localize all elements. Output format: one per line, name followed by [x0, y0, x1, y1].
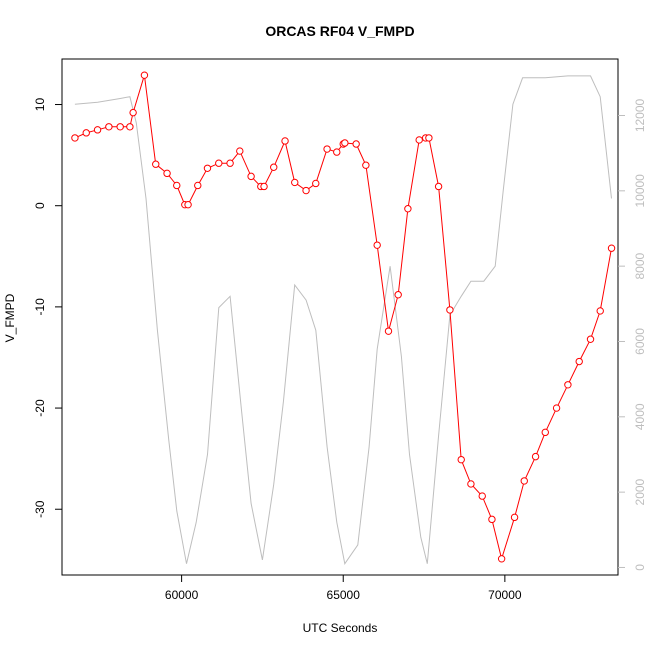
y2-tick-label: 12000 — [633, 98, 647, 132]
y-tick-label: -20 — [33, 399, 47, 417]
data-point — [333, 148, 341, 156]
data-point — [194, 181, 202, 190]
data-point — [488, 515, 496, 524]
data-point — [362, 161, 370, 169]
x-tick-label: 70000 — [488, 588, 522, 602]
data-point — [302, 186, 310, 195]
data-point — [575, 357, 583, 366]
x-tick-label: 60000 — [165, 588, 199, 602]
data-point — [520, 477, 528, 485]
data-point — [71, 134, 79, 142]
data-point — [497, 555, 506, 563]
x-tick-label: 65000 — [327, 588, 361, 602]
data-point — [394, 291, 402, 299]
y-tick-label: -30 — [33, 500, 47, 518]
y-tick-label: 0 — [33, 202, 47, 209]
v-fmpd-series-line — [74, 75, 612, 561]
data-point — [203, 164, 212, 172]
data-point — [457, 455, 465, 464]
y2-tick-label: 4000 — [633, 403, 647, 430]
y2-tick-label: 8000 — [633, 252, 647, 279]
series-layer — [71, 71, 616, 565]
data-point — [323, 145, 331, 153]
data-point — [163, 169, 171, 178]
data-point — [312, 179, 320, 188]
data-point — [140, 71, 149, 79]
y2-tick-label: 0 — [633, 564, 647, 571]
y2-tick-label: 6000 — [633, 328, 647, 355]
data-point — [510, 513, 519, 522]
data-point — [541, 428, 549, 437]
data-point — [226, 159, 234, 167]
data-point — [281, 137, 289, 145]
data-point — [404, 205, 412, 213]
data-point — [384, 327, 393, 335]
data-point — [247, 172, 255, 181]
data-point — [352, 140, 360, 148]
data-point — [415, 136, 423, 144]
data-point — [260, 182, 268, 191]
data-point — [564, 381, 572, 389]
data-point — [105, 123, 113, 131]
data-point — [467, 480, 475, 488]
data-point — [116, 123, 124, 131]
data-point — [552, 404, 561, 412]
data-point — [152, 160, 160, 168]
y-tick-label: -10 — [33, 298, 47, 316]
data-point — [173, 181, 181, 190]
x-axis-label: UTC Seconds — [303, 621, 378, 635]
data-point — [478, 492, 486, 500]
data-point — [236, 147, 244, 155]
chart-title: ORCAS RF04 V_FMPD — [265, 23, 414, 39]
data-point — [215, 159, 223, 167]
data-point — [531, 452, 540, 461]
data-point — [373, 241, 381, 249]
data-point — [129, 108, 137, 117]
data-point — [446, 306, 454, 314]
y-axis-label: V_FMPD — [3, 293, 17, 342]
y2-tick-label: 10000 — [633, 174, 647, 208]
plot-frame — [61, 58, 619, 576]
data-point — [291, 178, 299, 187]
data-point — [586, 335, 595, 343]
y-tick-label: 10 — [33, 98, 47, 112]
data-point — [82, 129, 90, 137]
data-point — [126, 123, 134, 131]
y2-tick-label: 2000 — [633, 478, 647, 505]
data-point — [184, 200, 192, 209]
data-point — [596, 307, 604, 315]
axes-ticks: 60000 65000 70000 10 0 -10 -20 -30 0 2000 4000 6000… — [33, 98, 647, 602]
altitude-series-line — [74, 75, 612, 565]
data-point — [93, 126, 102, 134]
data-point — [434, 182, 443, 191]
data-point — [607, 244, 616, 252]
data-point — [425, 134, 433, 142]
data-point — [270, 163, 278, 171]
data-point — [341, 139, 349, 147]
